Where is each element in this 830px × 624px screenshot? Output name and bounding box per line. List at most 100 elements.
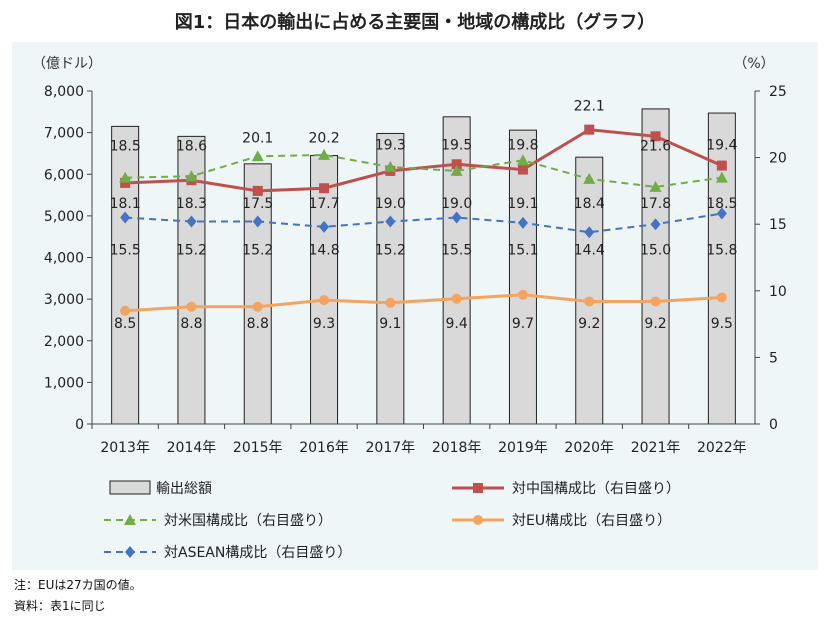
series-point: [385, 297, 396, 308]
data-label: 15.5: [110, 243, 141, 259]
data-label: 8.8: [247, 316, 269, 332]
x-axis-tick-label: 2014年: [167, 440, 217, 456]
data-label: 9.2: [578, 316, 600, 332]
bar: [641, 108, 670, 425]
series-point: [517, 164, 528, 175]
left-axis-tick-label: 0: [75, 417, 84, 433]
data-label: 9.1: [379, 316, 401, 332]
x-axis-tick-label: 2022年: [697, 440, 747, 456]
left-axis-tick-label: 2,000: [44, 334, 84, 350]
data-label: 20.1: [242, 131, 273, 147]
series-point: [451, 211, 462, 224]
series-line: [125, 212, 723, 234]
x-axis-tick-label: 2016年: [299, 440, 349, 456]
data-label: 17.8: [640, 196, 671, 212]
series-line: [125, 128, 723, 193]
chart-area: （億ドル） （%） 0 1,000 2,000 3,000 4,000 5,000 6,000 7…: [12, 42, 818, 570]
x-axis-tick-label: 2017年: [366, 440, 416, 456]
series-point: [120, 305, 131, 316]
left-axis-tick-label: 3,000: [44, 292, 84, 308]
series-point: [451, 159, 462, 170]
series-point: [318, 148, 331, 160]
data-label: 9.7: [512, 316, 534, 332]
series-point: [716, 160, 727, 171]
bar: [111, 125, 140, 425]
data-label: 19.8: [507, 137, 538, 153]
data-label: 18.6: [176, 139, 207, 155]
data-label: 19.0: [441, 196, 472, 212]
legend-marker: [124, 514, 136, 525]
series-point: [451, 293, 462, 304]
series-point: [517, 216, 528, 229]
data-label: 15.1: [507, 243, 538, 259]
left-axis-tick-label: 4,000: [44, 251, 84, 267]
series-point: [450, 164, 463, 176]
legend-label: 対ASEAN構成比（右目盛り）: [164, 545, 351, 561]
data-label: 8.8: [180, 316, 202, 332]
series-point: [186, 301, 197, 312]
series-point: [185, 170, 198, 182]
right-axis-tick-label: 5: [769, 350, 778, 366]
right-axis-tick-label: 20: [769, 151, 787, 167]
series-point: [319, 183, 330, 194]
data-label: 8.5: [114, 316, 136, 332]
series-point: [251, 150, 264, 162]
series-point: [516, 154, 529, 166]
data-label: 15.2: [375, 243, 406, 259]
legend-bar-swatch: [109, 480, 151, 495]
series-point: [252, 301, 263, 312]
series-point: [650, 131, 661, 142]
x-axis-tick-label: 2013年: [100, 440, 150, 456]
x-axis-tick-label: 2018年: [432, 440, 482, 456]
series-point: [319, 220, 330, 233]
series-point: [584, 296, 595, 307]
data-label: 15.2: [176, 243, 207, 259]
bar: [707, 112, 736, 425]
left-axis-unit: （億ドル）: [32, 56, 102, 72]
right-axis-tick-label: 15: [769, 217, 787, 233]
data-label: 19.4: [706, 137, 737, 153]
series-point: [186, 215, 197, 228]
series-line: [125, 293, 722, 313]
bar: [376, 132, 405, 425]
series-point: [319, 295, 330, 306]
series-line: [125, 153, 722, 188]
series-point: [584, 124, 595, 135]
data-label: 18.3: [176, 196, 207, 212]
data-label: 14.8: [308, 243, 339, 259]
legend-marker: [473, 483, 483, 493]
series-point: [716, 292, 727, 303]
right-axis-tick-label: 10: [769, 284, 787, 300]
chart-title: 図1：日本の輸出に占める主要国・地域の構成比（グラフ）: [174, 12, 656, 33]
left-axis-tick-label: 7,000: [44, 126, 84, 142]
right-axis-tick-label: 0: [769, 417, 778, 433]
legend-label: 対中国構成比（右目盛り）: [512, 481, 680, 497]
data-label: 17.7: [308, 196, 339, 212]
left-axis-tick-label: 1,000: [44, 375, 84, 391]
legend-label: 対EU構成比（右目盛り）: [512, 513, 671, 529]
legend-marker: [473, 515, 483, 525]
series-point: [584, 226, 595, 239]
data-label: 17.5: [242, 196, 273, 212]
series-point: [650, 218, 661, 231]
x-axis-tick-label: 2015年: [233, 440, 283, 456]
data-label: 15.5: [441, 243, 472, 259]
data-label: 18.4: [574, 196, 605, 212]
data-label: 18.5: [706, 196, 737, 212]
footnote: 注：EUは27カ国の値。: [14, 578, 142, 592]
data-label: 22.1: [574, 99, 605, 115]
data-label: 9.5: [711, 316, 733, 332]
legend-label: 輸出総額: [156, 481, 212, 497]
series-point: [517, 289, 528, 300]
data-label: 19.3: [375, 137, 406, 153]
data-label: 9.2: [644, 316, 666, 332]
series-point: [715, 171, 728, 183]
series-point: [119, 171, 132, 183]
legend-marker: [125, 546, 135, 558]
bar: [243, 163, 272, 425]
series-point: [252, 215, 263, 228]
series-point: [384, 160, 397, 172]
data-label: 9.3: [313, 316, 335, 332]
data-label: 15.2: [242, 243, 273, 259]
series-point: [120, 211, 131, 224]
